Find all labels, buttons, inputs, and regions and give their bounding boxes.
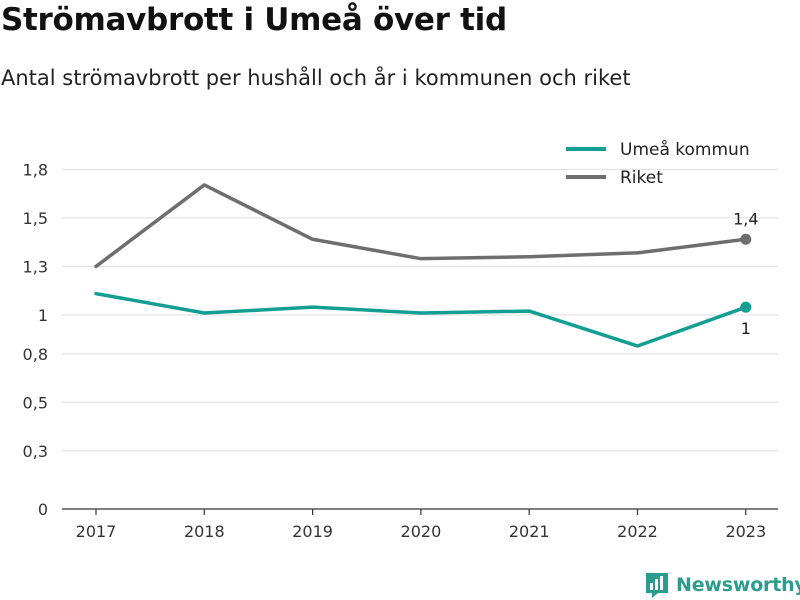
y-tick-label: 1,5 [23,209,48,228]
gridlines [62,168,778,452]
y-tick-label: 0 [38,500,48,519]
y-tick-label: 1 [38,306,48,325]
y-tick-label: 1,8 [23,160,48,179]
legend-label: Riket [620,168,663,188]
y-tick-label: 1,3 [23,257,48,276]
x-tick-label: 2023 [725,522,766,541]
y-tick-label: 0,5 [23,393,48,412]
legend: Umeå kommun Riket [566,139,750,188]
y-tick-label: 0,8 [23,345,48,364]
legend-label: Umeå kommun [620,139,750,160]
series-line-riket [94,183,748,269]
y-tick-label: 0,3 [23,442,48,461]
chart-title: Strömavbrott i Umeå över tid [1,2,507,38]
series-lines: 1,41 [94,183,759,348]
end-label-umea: 1 [741,319,751,338]
x-tick-label: 2022 [617,522,658,541]
x-tick-label: 2017 [76,522,117,541]
newsworthy-logo-icon [646,573,668,598]
end-point-umea [740,301,752,313]
x-tick-label: 2020 [401,522,442,541]
end-label-riket: 1,4 [733,209,758,228]
end-point-riket [740,233,752,245]
chart-subtitle: Antal strömavbrott per hushåll och år i … [1,66,631,90]
brand-name: Newsworthy [676,574,800,596]
y-axis-ticks: 0 0,3 0,5 0,8 1 1,3 1,5 1,8 [23,160,48,519]
x-tick-label: 2018 [184,522,225,541]
newsworthy-logo: Newsworthy [644,570,800,600]
x-tick-label: 2019 [292,522,333,541]
x-axis: 2017 2018 2019 2020 2021 2022 2023 [62,508,778,541]
x-tick-label: 2021 [509,522,550,541]
series-line-umea [94,291,748,348]
